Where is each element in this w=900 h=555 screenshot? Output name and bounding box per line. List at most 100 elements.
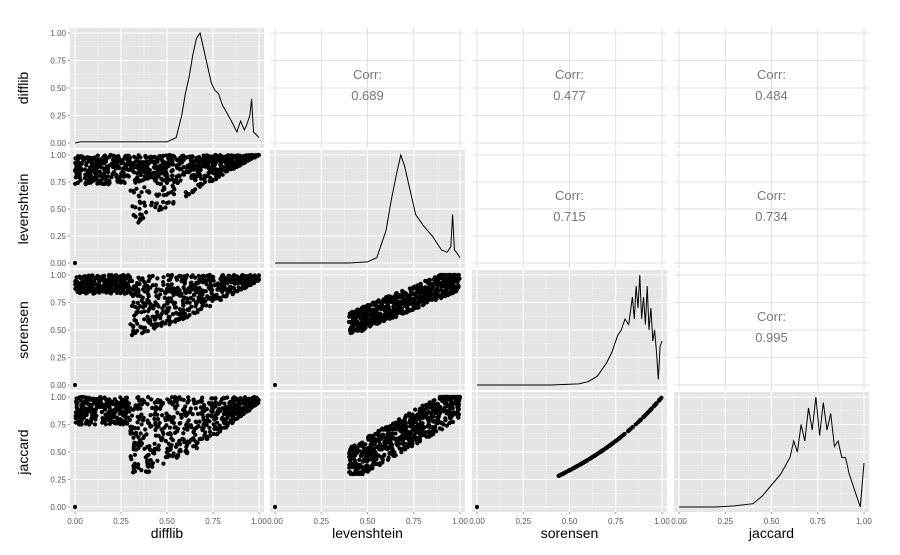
scatter-point — [132, 452, 138, 457]
density-line-levenshtein — [275, 153, 461, 264]
scatter-point — [167, 400, 172, 405]
scatter-point — [401, 425, 406, 430]
scatter-point — [657, 398, 662, 403]
scatter-point — [451, 282, 456, 287]
y-tick-label: 0.25 — [50, 476, 66, 485]
scatter-point — [234, 154, 239, 159]
scatter-point — [107, 405, 112, 410]
scatter-point — [157, 165, 162, 170]
scatter-point — [369, 317, 374, 322]
x-tick-label: 0.75 — [608, 517, 624, 526]
scatter-point — [132, 465, 137, 471]
scatter-point — [229, 406, 234, 411]
x-tick-label: 0.50 — [562, 517, 578, 526]
scatter-point — [372, 438, 378, 443]
scatter-point — [175, 410, 180, 415]
scatter-point — [197, 285, 202, 291]
scatter-point — [156, 443, 161, 448]
scatter-point — [352, 313, 357, 318]
scatter-point — [136, 435, 141, 440]
scatter-point — [390, 431, 395, 436]
scatter-point — [150, 314, 155, 319]
scatter-point — [116, 156, 121, 161]
scatter-point — [389, 296, 394, 301]
scatter-point — [204, 422, 209, 427]
scatter-point — [171, 415, 176, 420]
scatter-point — [128, 278, 133, 283]
scatter-point — [142, 280, 148, 285]
scatter-point — [139, 468, 144, 473]
scatter-point — [349, 454, 354, 459]
scatter-point — [424, 403, 429, 408]
y-tick-label: 0.00 — [50, 139, 66, 148]
scatter-point — [153, 205, 158, 210]
y-tick-label: 0.00 — [50, 381, 66, 390]
scatter-point — [205, 161, 210, 166]
scatter-point — [192, 283, 197, 288]
scatter-point — [370, 434, 375, 439]
scatter-point — [72, 168, 78, 173]
scatter-point — [94, 398, 99, 403]
scatter-point — [95, 157, 100, 163]
scatter-point — [556, 473, 561, 478]
scatter-point — [83, 172, 88, 177]
scatter-point — [135, 321, 140, 326]
scatter-point — [204, 436, 209, 441]
scatter-point — [154, 201, 159, 206]
scatter-point — [237, 400, 242, 405]
scatter-point — [131, 447, 136, 452]
scatter-point — [366, 434, 371, 439]
scatter-point — [155, 323, 160, 328]
scatter-point — [114, 289, 119, 294]
scatter-point — [185, 314, 190, 320]
scatter-point — [392, 307, 397, 312]
scatter-point — [454, 401, 459, 407]
x-tick-label: 1.00 — [251, 517, 267, 526]
scatter-point — [409, 429, 414, 434]
scatter-point — [448, 273, 453, 278]
scatter-point — [167, 414, 172, 419]
scatter-point — [95, 281, 100, 287]
scatter-point — [408, 292, 413, 297]
scatter-point — [108, 279, 113, 284]
scatter-point — [184, 288, 189, 293]
scatter-point — [201, 422, 206, 427]
scatter-point — [86, 273, 91, 278]
corr-value: 0.689 — [351, 88, 384, 103]
scatter-point — [150, 461, 155, 466]
scatter-point — [349, 328, 354, 334]
scatter-point — [75, 154, 81, 159]
scatter-point — [172, 179, 177, 185]
scatter-point — [171, 421, 176, 426]
scatter-point — [221, 282, 226, 287]
scatter-point — [164, 450, 169, 455]
scatter-point — [405, 431, 410, 436]
scatter-point — [206, 296, 211, 301]
scatter-point — [74, 287, 79, 292]
scatter-point — [454, 289, 459, 294]
scatter-point — [435, 283, 440, 288]
x-tick-label: 0.00 — [267, 517, 283, 526]
scatter-point — [107, 154, 112, 160]
scatter-point — [125, 281, 130, 286]
scatter-point — [220, 172, 225, 177]
scatter-point — [207, 272, 212, 278]
scatter-point — [160, 435, 165, 440]
scatter-point — [73, 278, 78, 283]
scatter-point — [208, 279, 213, 284]
scatter-point — [170, 454, 175, 459]
scatter-point — [392, 450, 397, 455]
scatter-point — [74, 399, 79, 404]
scatter-point — [119, 171, 124, 176]
scatter-point — [124, 409, 129, 415]
scatter-point — [240, 159, 245, 164]
scatter-point — [155, 173, 160, 178]
scatter-point — [447, 290, 452, 295]
scatter-point — [182, 313, 187, 318]
scatter-point — [177, 167, 182, 172]
scatter-point — [649, 406, 654, 411]
scatter-point — [237, 409, 242, 414]
scatter-point — [385, 315, 390, 320]
scatter-point — [153, 161, 158, 166]
scatter-point — [414, 413, 419, 418]
